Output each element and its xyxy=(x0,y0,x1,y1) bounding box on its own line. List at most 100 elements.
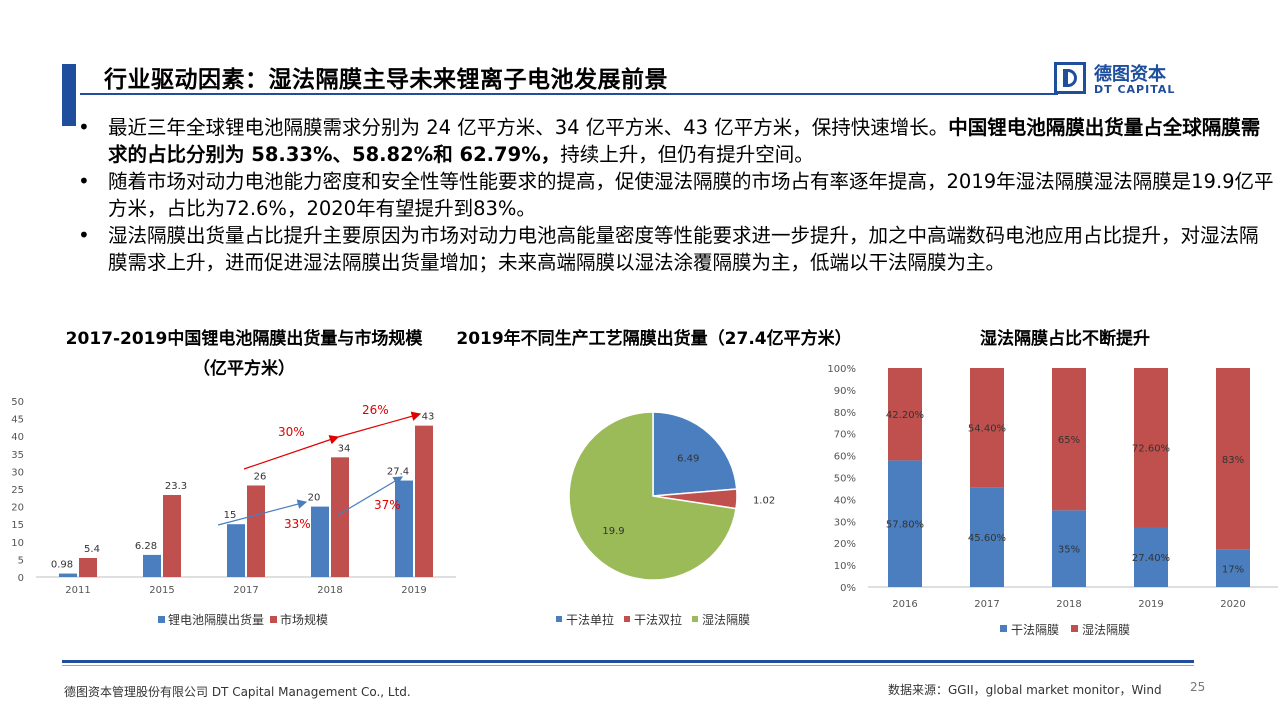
y-tick-label: 20% xyxy=(834,539,856,550)
bar-shipment xyxy=(395,480,413,577)
data-label: 15 xyxy=(224,510,237,521)
x-tick-label: 2018 xyxy=(317,585,342,596)
bar-shipment xyxy=(143,554,161,577)
trend-arrow-blue xyxy=(217,499,308,526)
y-tick-label: 0% xyxy=(840,583,856,594)
growth-annotation: 37% xyxy=(374,498,401,512)
x-tick-label: 2015 xyxy=(149,585,174,596)
data-label: 26 xyxy=(254,471,267,482)
trend-arrow-red xyxy=(243,435,340,470)
legend-label: 干法双拉 xyxy=(634,612,682,627)
page-title: 行业驱动因素：湿法隔膜主导未来锂离子电池发展前景 xyxy=(104,67,668,93)
trend-arrow-red xyxy=(337,411,422,438)
title-accent-bar xyxy=(62,64,76,126)
bar-shipment xyxy=(311,506,329,577)
growth-annotation: 33% xyxy=(284,517,311,531)
bar-segment-wet xyxy=(1216,368,1250,550)
footer-company: 德图资本管理股份有限公司 DT Capital Management Co., … xyxy=(64,685,411,699)
bar-segment-dry xyxy=(888,460,922,587)
segment-label: 17% xyxy=(1222,564,1244,575)
legend-swatch xyxy=(556,616,562,622)
data-label: 5.4 xyxy=(84,544,100,555)
bar-market xyxy=(415,425,433,577)
pie-slice xyxy=(652,411,738,497)
y-tick-label: 70% xyxy=(834,430,856,441)
bullet-text: 湿法隔膜出货量占比提升主要原因为市场对动力电池高能量密度等性能要求进一步提升，加… xyxy=(108,224,1259,274)
x-tick-label: 2017 xyxy=(974,599,999,610)
page-number: 25 xyxy=(1190,680,1206,694)
growth-annotation: 26% xyxy=(362,403,389,417)
bullet-text: 随着市场对动力电池能力密度和安全性等性能要求的提高，促使湿法隔膜的市场占有率逐年… xyxy=(108,170,1274,220)
y-tick-label: 15 xyxy=(11,520,24,531)
bar-segment-wet xyxy=(888,368,922,461)
x-tick-label: 2020 xyxy=(1220,599,1245,610)
y-tick-label: 50% xyxy=(834,474,856,485)
y-tick-label: 80% xyxy=(834,408,856,419)
y-tick-label: 90% xyxy=(834,386,856,397)
x-tick-label: 2019 xyxy=(401,585,426,596)
logo-text-en: DT CAPITAL xyxy=(1094,83,1176,96)
bullet-dot-icon: • xyxy=(78,115,90,139)
pie-slice xyxy=(568,411,737,581)
legend-label: 干法隔膜 xyxy=(1011,623,1059,637)
segment-label: 65% xyxy=(1058,435,1080,446)
x-tick-label: 2018 xyxy=(1056,599,1081,610)
data-label: 27.4 xyxy=(387,467,409,478)
legend-swatch xyxy=(158,616,165,623)
growth-annotation: 30% xyxy=(278,425,305,439)
trend-arrow-blue xyxy=(337,476,404,516)
legend-label: 湿法隔膜 xyxy=(1082,622,1130,637)
slice-value-label: 6.49 xyxy=(677,454,699,465)
y-tick-label: 50 xyxy=(11,397,24,408)
y-tick-label: 30% xyxy=(834,517,856,528)
segment-label: 42.20% xyxy=(886,410,924,421)
y-tick-label: 40 xyxy=(11,432,24,443)
legend-label: 锂电池隔膜出货量 xyxy=(168,612,264,627)
bullet-dot-icon: • xyxy=(78,169,90,193)
slice-value-label: 19.9 xyxy=(602,526,624,537)
y-tick-label: 45 xyxy=(11,415,24,426)
y-tick-label: 40% xyxy=(834,495,856,506)
bar-segment-dry xyxy=(970,487,1004,587)
title-divider xyxy=(80,93,1058,95)
chart3-stacked-bar-chart: 0% 10% 20% 30% 40% 50% 60% 70% 80% 90% 100% 2016 201… xyxy=(827,364,1278,637)
bar-market xyxy=(331,457,349,577)
bullet-item: • 湿法隔膜出货量占比提升主要原因为市场对动力电池高能量密度等性能要求进一步提升… xyxy=(74,222,1274,276)
bar-segment-dry xyxy=(1052,510,1086,587)
logo-text-cn: 德图资本 xyxy=(1094,64,1166,85)
y-tick-label: 30 xyxy=(11,467,24,478)
bar-segment-wet xyxy=(1134,368,1168,527)
bullet-item: • 最近三年全球锂电池隔膜需求分别为 24 亿平方米、34 亿平方米、43 亿平… xyxy=(74,114,1274,168)
bar-market xyxy=(163,494,181,577)
chart3-title: 湿法隔膜占比不断提升 xyxy=(980,329,1150,349)
y-tick-label: 5 xyxy=(18,555,24,566)
chart2-pie-chart: 6.49 1.02 19.9 干法单拉 干法双拉 湿法隔膜 xyxy=(556,411,775,627)
company-logo: 德图资本 DT CAPITAL xyxy=(1054,58,1184,98)
legend-swatch xyxy=(692,616,698,622)
y-tick-label: 10 xyxy=(11,538,24,549)
x-tick-label: 2016 xyxy=(892,599,917,610)
bar-segment-wet xyxy=(1052,368,1086,511)
y-tick-label: 100% xyxy=(827,364,856,375)
y-tick-label: 35 xyxy=(11,450,24,461)
chart2-title: 2019年不同生产工艺隔膜出货量（27.4亿平方米） xyxy=(456,329,852,349)
logo-mark-icon xyxy=(1054,62,1086,94)
x-tick-label: 2019 xyxy=(1138,599,1163,610)
segment-label: 83% xyxy=(1222,455,1244,466)
y-tick-label: 10% xyxy=(834,561,856,572)
x-tick-label: 2011 xyxy=(65,585,90,596)
bullet-tail-text: 持续上升，但仍有提升空间。 xyxy=(560,143,814,166)
bullet-list: • 最近三年全球锂电池隔膜需求分别为 24 亿平方米、34 亿平方米、43 亿平… xyxy=(74,114,1274,276)
footer-divider-thin xyxy=(62,665,1194,666)
segment-label: 57.80% xyxy=(886,520,924,531)
segment-label: 54.40% xyxy=(968,424,1006,435)
segment-label: 35% xyxy=(1058,545,1080,556)
data-label: 0.98 xyxy=(51,560,73,571)
legend-swatch xyxy=(1000,625,1007,632)
footer-divider xyxy=(62,660,1194,663)
x-tick-label: 2017 xyxy=(233,585,258,596)
data-label: 43 xyxy=(422,412,435,423)
bullet-text: 最近三年全球锂电池隔膜需求分别为 24 亿平方米、34 亿平方米、43 亿平方米… xyxy=(108,116,949,139)
bullet-dot-icon: • xyxy=(78,223,90,247)
data-label: 20 xyxy=(308,493,321,504)
